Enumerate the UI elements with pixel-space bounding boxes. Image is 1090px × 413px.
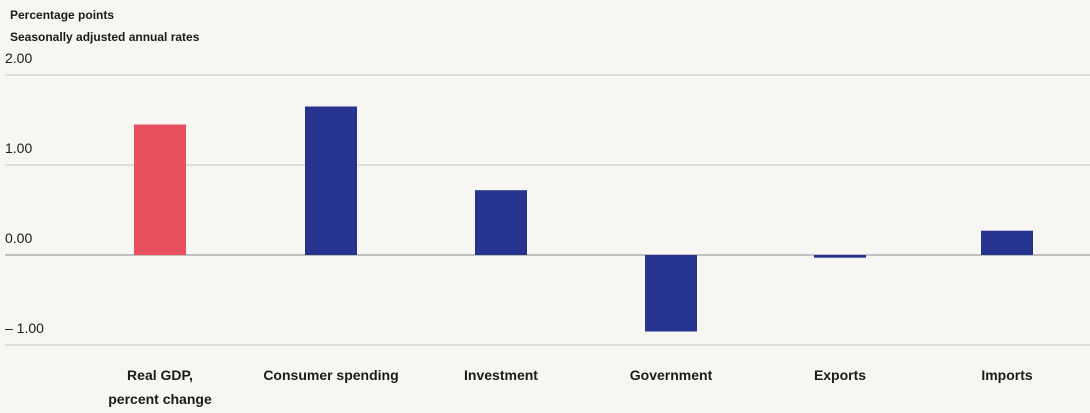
bar (305, 106, 357, 255)
bar (475, 190, 527, 255)
bar (814, 255, 866, 258)
y-tick-label: 1.00 (5, 140, 32, 156)
category-label: Investment (464, 367, 538, 383)
y-tick-label: – 1.00 (5, 320, 44, 336)
y-tick-label: 2.00 (5, 50, 32, 66)
bar (981, 230, 1033, 255)
bar (134, 124, 186, 255)
category-label: Real GDP, (127, 367, 193, 383)
y-tick-label: 0.00 (5, 230, 32, 246)
bar (645, 255, 697, 332)
category-label: Exports (814, 367, 866, 383)
category-label: percent change (108, 391, 212, 407)
chart-subtitle: Seasonally adjusted annual rates (10, 30, 200, 44)
unit-label: Percentage points (10, 8, 115, 22)
category-label: Consumer spending (263, 367, 398, 383)
category-label: Government (630, 367, 713, 383)
category-label: Imports (981, 367, 1033, 383)
